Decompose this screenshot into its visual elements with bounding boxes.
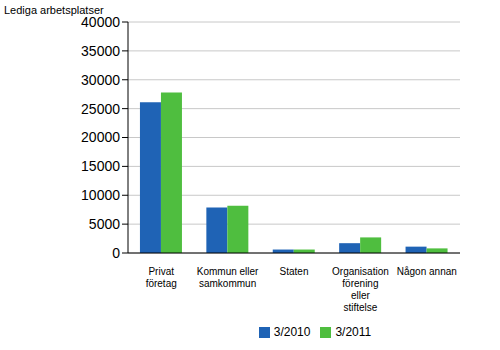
svg-text:Kommun ellersamkommun: Kommun ellersamkommun xyxy=(197,266,259,289)
html-text:3/2010: 3/2010 xyxy=(273,325,311,339)
svg-text:35000: 35000 xyxy=(81,43,120,59)
svg-text:40000: 40000 xyxy=(81,14,120,30)
svg-text:Organisationföreningellerstift: Organisationföreningellerstiftelse xyxy=(332,266,389,313)
html-text:3/2011: 3/2011 xyxy=(335,325,372,339)
svg-text:10000: 10000 xyxy=(81,187,120,203)
svg-text:Staten: Staten xyxy=(280,266,309,277)
svg-text:25000: 25000 xyxy=(81,101,120,117)
html-text:Lediga arbetsplatser: Lediga arbetsplatser xyxy=(4,4,104,16)
svg-text:Privatföretag: Privatföretag xyxy=(146,266,177,289)
svg-text:15000: 15000 xyxy=(81,158,120,174)
svg-text:30000: 30000 xyxy=(81,72,120,88)
svg-text:20000: 20000 xyxy=(81,129,120,145)
svg-text:5000: 5000 xyxy=(89,216,120,232)
svg-text:Någon annan: Någon annan xyxy=(397,266,457,277)
svg-text:0: 0 xyxy=(112,245,120,261)
